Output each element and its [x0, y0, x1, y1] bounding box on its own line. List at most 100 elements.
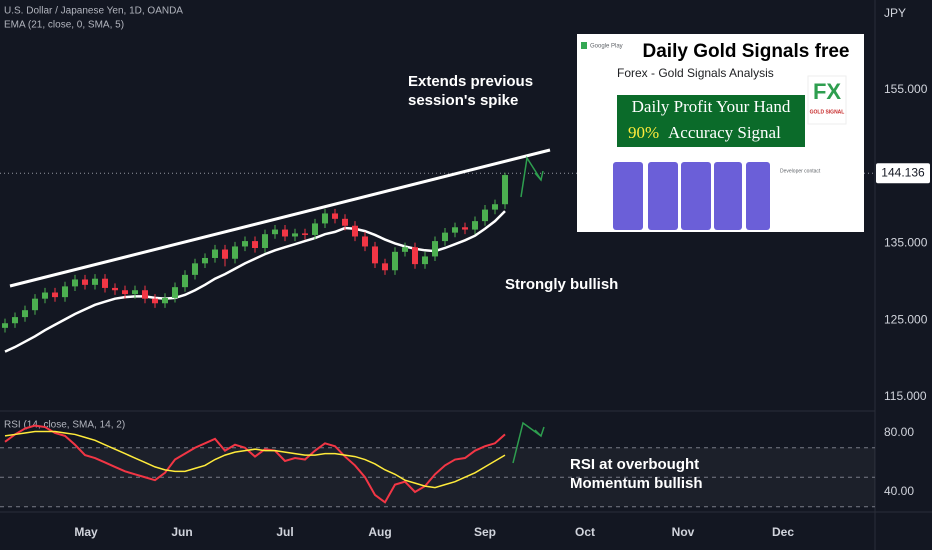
candle-body: [502, 175, 508, 205]
screenshot: [648, 162, 678, 230]
candle-body: [122, 290, 128, 295]
x-tick-label: Jun: [171, 525, 192, 539]
symbol-title: U.S. Dollar / Japanese Yen, 1D, OANDA: [4, 6, 183, 17]
rsi-line: [4, 430, 506, 489]
candle-body: [382, 263, 388, 271]
candle-body: [52, 292, 58, 298]
screenshot: [613, 162, 643, 230]
candle-body: [172, 287, 178, 298]
ema-label: EMA (21, close, 0, SMA, 5): [4, 20, 124, 31]
candle-body: [442, 232, 448, 242]
x-tick-label: Sep: [474, 525, 496, 539]
candle-body: [292, 233, 298, 237]
last-price-label: 144.136: [881, 165, 925, 179]
candle-body: [412, 247, 418, 265]
candle-body: [422, 256, 428, 265]
candle-body: [152, 298, 158, 304]
candle-body: [162, 297, 168, 304]
candle-body: [302, 233, 308, 235]
arrow: [520, 155, 542, 198]
logo-box: [807, 75, 847, 125]
arrow: [512, 421, 542, 464]
y-tick-label: 135.000: [884, 236, 928, 250]
candle-body: [92, 278, 98, 285]
x-tick-label: Aug: [368, 525, 391, 539]
candle-body: [452, 227, 458, 233]
candle-body: [362, 236, 368, 247]
candle-body: [322, 213, 328, 224]
screenshot: [746, 162, 770, 230]
candle-body: [212, 249, 218, 258]
candle-body: [42, 292, 48, 299]
candle-body: [12, 317, 18, 324]
arrowhead: [534, 170, 544, 182]
y-tick-label: 155.000: [884, 82, 928, 96]
x-tick-label: Jul: [276, 525, 293, 539]
candle-body: [312, 223, 318, 235]
candle-body: [202, 257, 208, 264]
candle-body: [282, 229, 288, 237]
annotation: Strongly bullish: [505, 276, 618, 293]
candle-body: [182, 274, 188, 288]
x-tick-label: Dec: [772, 525, 794, 539]
annotation: RSI at overbought: [570, 456, 699, 473]
candle-body: [2, 323, 8, 328]
ad-headline: Daily Gold Signals free: [643, 41, 850, 62]
logo: FX: [813, 79, 841, 104]
candle-body: [342, 218, 348, 226]
candle-body: [142, 290, 148, 299]
candle-body: [32, 298, 38, 311]
annotation: Extends previous: [408, 73, 533, 90]
candle-body: [62, 286, 68, 298]
x-tick-label: Oct: [575, 525, 595, 539]
candle-body: [242, 241, 248, 247]
logo-sub: GOLD SIGNAL: [810, 109, 845, 115]
candle-body: [472, 221, 478, 230]
rsi-tick-label: 80.00: [884, 425, 914, 439]
rsi-tick-label: 40.00: [884, 484, 914, 498]
candle-body: [392, 251, 398, 271]
developer-contact: Developer contact: [780, 168, 821, 174]
candle-body: [232, 246, 238, 259]
y-tick-label: 125.000: [884, 312, 928, 326]
banner: [617, 95, 805, 147]
candle-body: [192, 263, 198, 275]
banner-line: Accuracy Signal: [668, 123, 781, 142]
rsi-line: [4, 424, 506, 504]
candle-body: [82, 279, 88, 285]
currency-label: JPY: [884, 6, 906, 20]
screenshot: [714, 162, 742, 230]
candle-body: [262, 234, 268, 248]
candle-body: [102, 278, 108, 288]
candle-body: [112, 287, 118, 291]
last-price-box: [876, 163, 930, 184]
store-name: Google Play: [590, 44, 623, 50]
candle-body: [352, 225, 358, 237]
trendline: [9, 148, 551, 288]
candle-body: [222, 249, 228, 259]
candle-body: [332, 213, 338, 219]
ema-line: [4, 210, 506, 353]
rsi-label: RSI (14, close, SMA, 14, 2): [4, 420, 125, 431]
ad-card: Google Play Daily Gold Signals free Fore…: [577, 34, 864, 232]
candle-body: [432, 241, 438, 257]
annotation: Momentum bullish: [570, 475, 703, 492]
screenshot: [681, 162, 711, 230]
candle-body: [22, 310, 28, 318]
candle-body: [252, 241, 258, 248]
candle-body: [482, 209, 488, 222]
plot: 115.000 125.000 135.000 155.000 40.00 80.00 Ma…: [0, 82, 930, 539]
candle-body: [462, 227, 468, 230]
candle-body: [272, 229, 278, 235]
store-icon: [581, 42, 587, 49]
y-tick-label: 115.000: [884, 389, 927, 403]
banner-line: Daily Profit Your Hand: [632, 97, 791, 116]
candle-body: [372, 246, 378, 264]
x-tick-label: Nov: [672, 525, 695, 539]
arrowhead: [534, 426, 545, 438]
candle-body: [72, 279, 78, 287]
annotation: session's spike: [408, 92, 518, 109]
banner-pct: 90%: [628, 123, 659, 142]
